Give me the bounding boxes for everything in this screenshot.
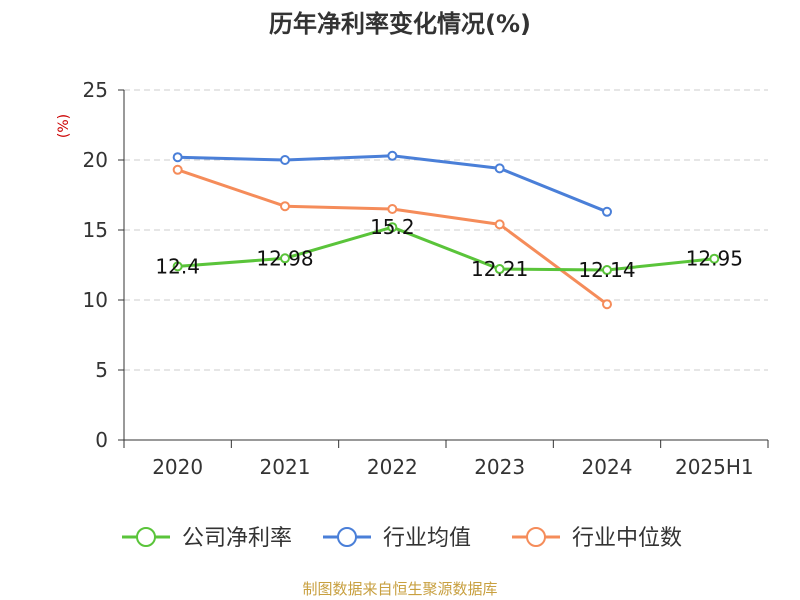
data-label: 12.21 [471,257,528,281]
series-line [177,225,715,272]
data-point [602,299,612,310]
x-tick-label: 2020 [152,455,203,479]
legend-label: 行业均值 [383,526,471,551]
data-point [494,163,505,174]
data-labels: 12.4 12.98 15.2 12.21 12.14 12.95 [155,215,743,282]
y-tick-label: 15 [83,218,108,242]
y-axis-label: (%) [56,114,72,138]
data-label: 12.14 [578,258,635,282]
legend-label: 行业中位数 [572,526,682,551]
data-label: 12.95 [686,247,743,271]
data-point [494,219,505,230]
grid-lines [124,89,768,371]
legend-marker [337,527,357,547]
chart-title: 历年净利率变化情况(%) [269,10,531,38]
data-point [387,222,398,233]
y-tick-label: 0 [95,428,108,452]
y-tick-label: 10 [83,288,108,312]
data-point [709,253,720,264]
x-tick-label: 2025H1 [675,455,754,479]
data-point [494,264,505,275]
x-tick-label: 2023 [474,455,525,479]
data-label: 15.2 [370,215,415,239]
y-tick-label: 25 [83,78,108,102]
series-line [177,154,608,214]
data-point [602,265,612,276]
y-tick-label: 20 [83,148,108,172]
x-tick-label: 2024 [582,455,633,479]
data-point [172,261,183,272]
data-point [280,155,290,165]
data-label: 12.4 [155,254,200,278]
legend-marker [526,527,546,547]
legend-marker [136,527,156,547]
legend: 公司净利率 行业均值 行业中位数 [122,526,682,551]
legend-label: 公司净利率 [182,526,292,551]
data-point [387,150,398,161]
data-point [280,253,290,264]
data-point [172,164,183,175]
x-tick-label: 2021 [260,455,311,479]
y-tick-label: 5 [95,358,108,382]
data-label: 12.98 [256,246,313,270]
data-point [172,152,183,163]
data-point [387,204,398,214]
x-tick-label: 2022 [367,455,418,479]
source-note: 制图数据来自恒生聚源数据库 [302,580,498,598]
series-lines [172,150,720,310]
axes: 0 5 10 15 20 25 (%) 2020 2021 2022 2023 2024 2025H1 [56,78,769,479]
data-point [280,201,290,212]
data-point [602,206,612,217]
